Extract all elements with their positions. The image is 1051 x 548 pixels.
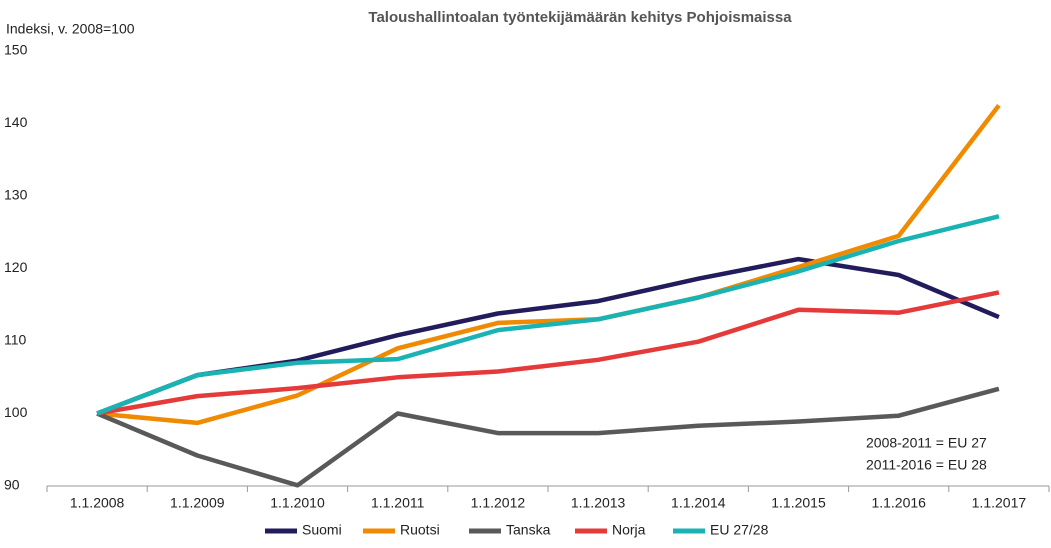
x-tick-label: 1.1.2011 <box>371 495 425 511</box>
series-line <box>96 290 1000 416</box>
x-tick-label: 1.1.2008 <box>70 495 125 511</box>
legend-label: Norja <box>612 522 646 538</box>
x-tick-label: 1.1.2012 <box>471 495 526 511</box>
y-tick-label: 140 <box>4 114 28 130</box>
legend-label: Ruotsi <box>400 522 440 538</box>
x-tick-label: 1.1.2009 <box>170 495 225 511</box>
y-tick-label: 120 <box>4 259 28 275</box>
x-tick-label: 1.1.2013 <box>571 495 626 511</box>
legend-label: Suomi <box>302 522 342 538</box>
x-tick-label: 1.1.2016 <box>871 495 926 511</box>
y-tick-label: 90 <box>4 477 20 493</box>
legend-label: EU 27/28 <box>710 522 769 538</box>
series-line <box>96 386 1000 488</box>
y-tick-label: 130 <box>4 187 28 203</box>
legend-label: Tanska <box>506 522 551 538</box>
x-tick-label: 1.1.2014 <box>671 495 726 511</box>
x-tick-label: 1.1.2015 <box>771 495 826 511</box>
series-line <box>96 256 1000 416</box>
y-tick-label: 150 <box>4 42 28 58</box>
x-tick-label: 1.1.2017 <box>972 495 1027 511</box>
series-line <box>96 214 1000 416</box>
y-tick-label: 110 <box>4 332 27 348</box>
y-axis-label: Indeksi, v. 2008=100 <box>6 21 135 37</box>
x-tick-label: 1.1.2010 <box>270 495 325 511</box>
series-line <box>96 104 1001 426</box>
y-tick-label: 100 <box>4 404 28 420</box>
chart-title: Taloushallintoalan työntekijämäärän kehi… <box>368 9 792 26</box>
annotation: 2011-2016 = EU 28 <box>866 457 987 473</box>
annotation: 2008-2011 = EU 27 <box>866 435 987 451</box>
